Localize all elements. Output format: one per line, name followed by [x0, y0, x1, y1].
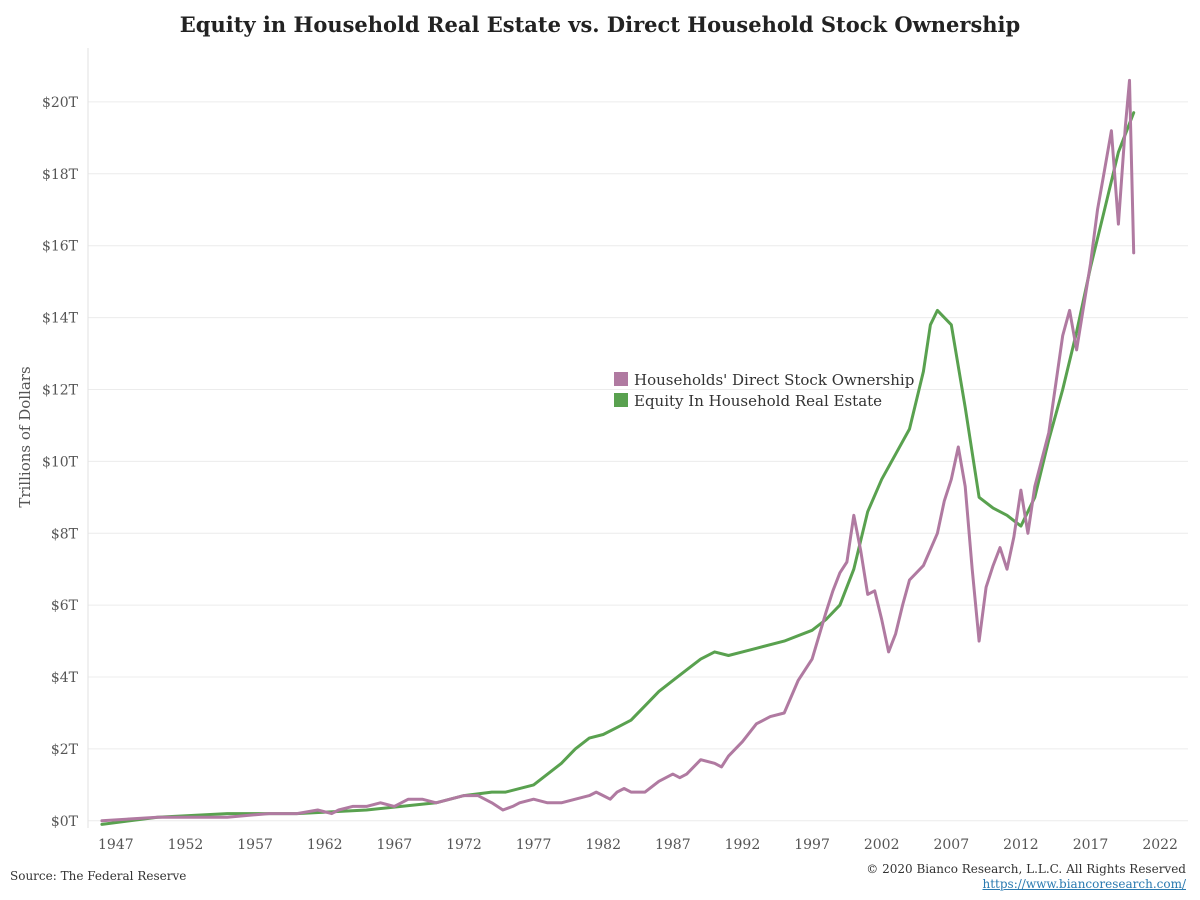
x-tick-label: 1977: [516, 837, 552, 853]
x-tick-label: 1972: [446, 837, 482, 853]
series-line-stock-ownership[interactable]: [100, 78, 1136, 823]
x-tick-label: 1997: [794, 837, 830, 853]
y-tick-label: $18T: [42, 167, 79, 183]
x-tick-label: 2017: [1073, 837, 1109, 853]
y-tick-label: $12T: [42, 382, 79, 398]
y-tick-label: $0T: [51, 814, 79, 830]
y-tick-label: $14T: [42, 311, 79, 327]
series-lines: [100, 78, 1136, 826]
x-axis: 1947 1952 1957 1962 1967 1972 1977 1982 1987 1992…: [98, 837, 1178, 853]
legend-label-stock: Households' Direct Stock Ownership: [634, 371, 914, 389]
x-tick-label: 2012: [1003, 837, 1039, 853]
legend-swatch-stock: [614, 372, 628, 386]
x-tick-label: 1947: [98, 837, 134, 853]
x-tick-label: 1987: [655, 837, 691, 853]
y-tick-label: $4T: [51, 670, 79, 686]
y-axis: $0T $2T $4T $6T $8T $10T $12T $14T $16T $18T $20T: [42, 48, 89, 830]
x-tick-label: 1957: [237, 837, 273, 853]
x-tick-label: 1967: [377, 837, 413, 853]
x-tick-label: 2002: [864, 837, 900, 853]
y-tick-label: $10T: [42, 454, 79, 470]
y-tick-label: $20T: [42, 95, 79, 111]
y-tick-label: $16T: [42, 239, 79, 255]
legend-swatch-real-estate: [614, 393, 628, 407]
x-tick-label: 2007: [933, 837, 969, 853]
x-tick-label: 1962: [307, 837, 343, 853]
x-tick-label: 2022: [1142, 837, 1178, 853]
chart-title: Equity in Household Real Estate vs. Dire…: [179, 12, 1021, 37]
x-tick-label: 1992: [725, 837, 761, 853]
x-tick-label: 1982: [585, 837, 621, 853]
legend[interactable]: Households' Direct Stock Ownership Equit…: [614, 371, 914, 410]
y-tick-label: $6T: [51, 598, 79, 614]
copyright-notice: © 2020 Bianco Research, L.L.C. All Right…: [866, 862, 1186, 876]
series-line-real-estate-equity[interactable]: [100, 111, 1136, 826]
grid-lines: [88, 101, 1188, 822]
y-axis-title: Trillions of Dollars: [16, 366, 34, 507]
website-link[interactable]: https://www.biancoresearch.com/: [982, 877, 1186, 891]
legend-label-real-estate: Equity In Household Real Estate: [634, 392, 882, 410]
y-tick-label: $8T: [51, 526, 79, 542]
source-note: Source: The Federal Reserve: [10, 869, 187, 883]
x-tick-label: 1952: [168, 837, 204, 853]
y-tick-label: $2T: [51, 742, 79, 758]
